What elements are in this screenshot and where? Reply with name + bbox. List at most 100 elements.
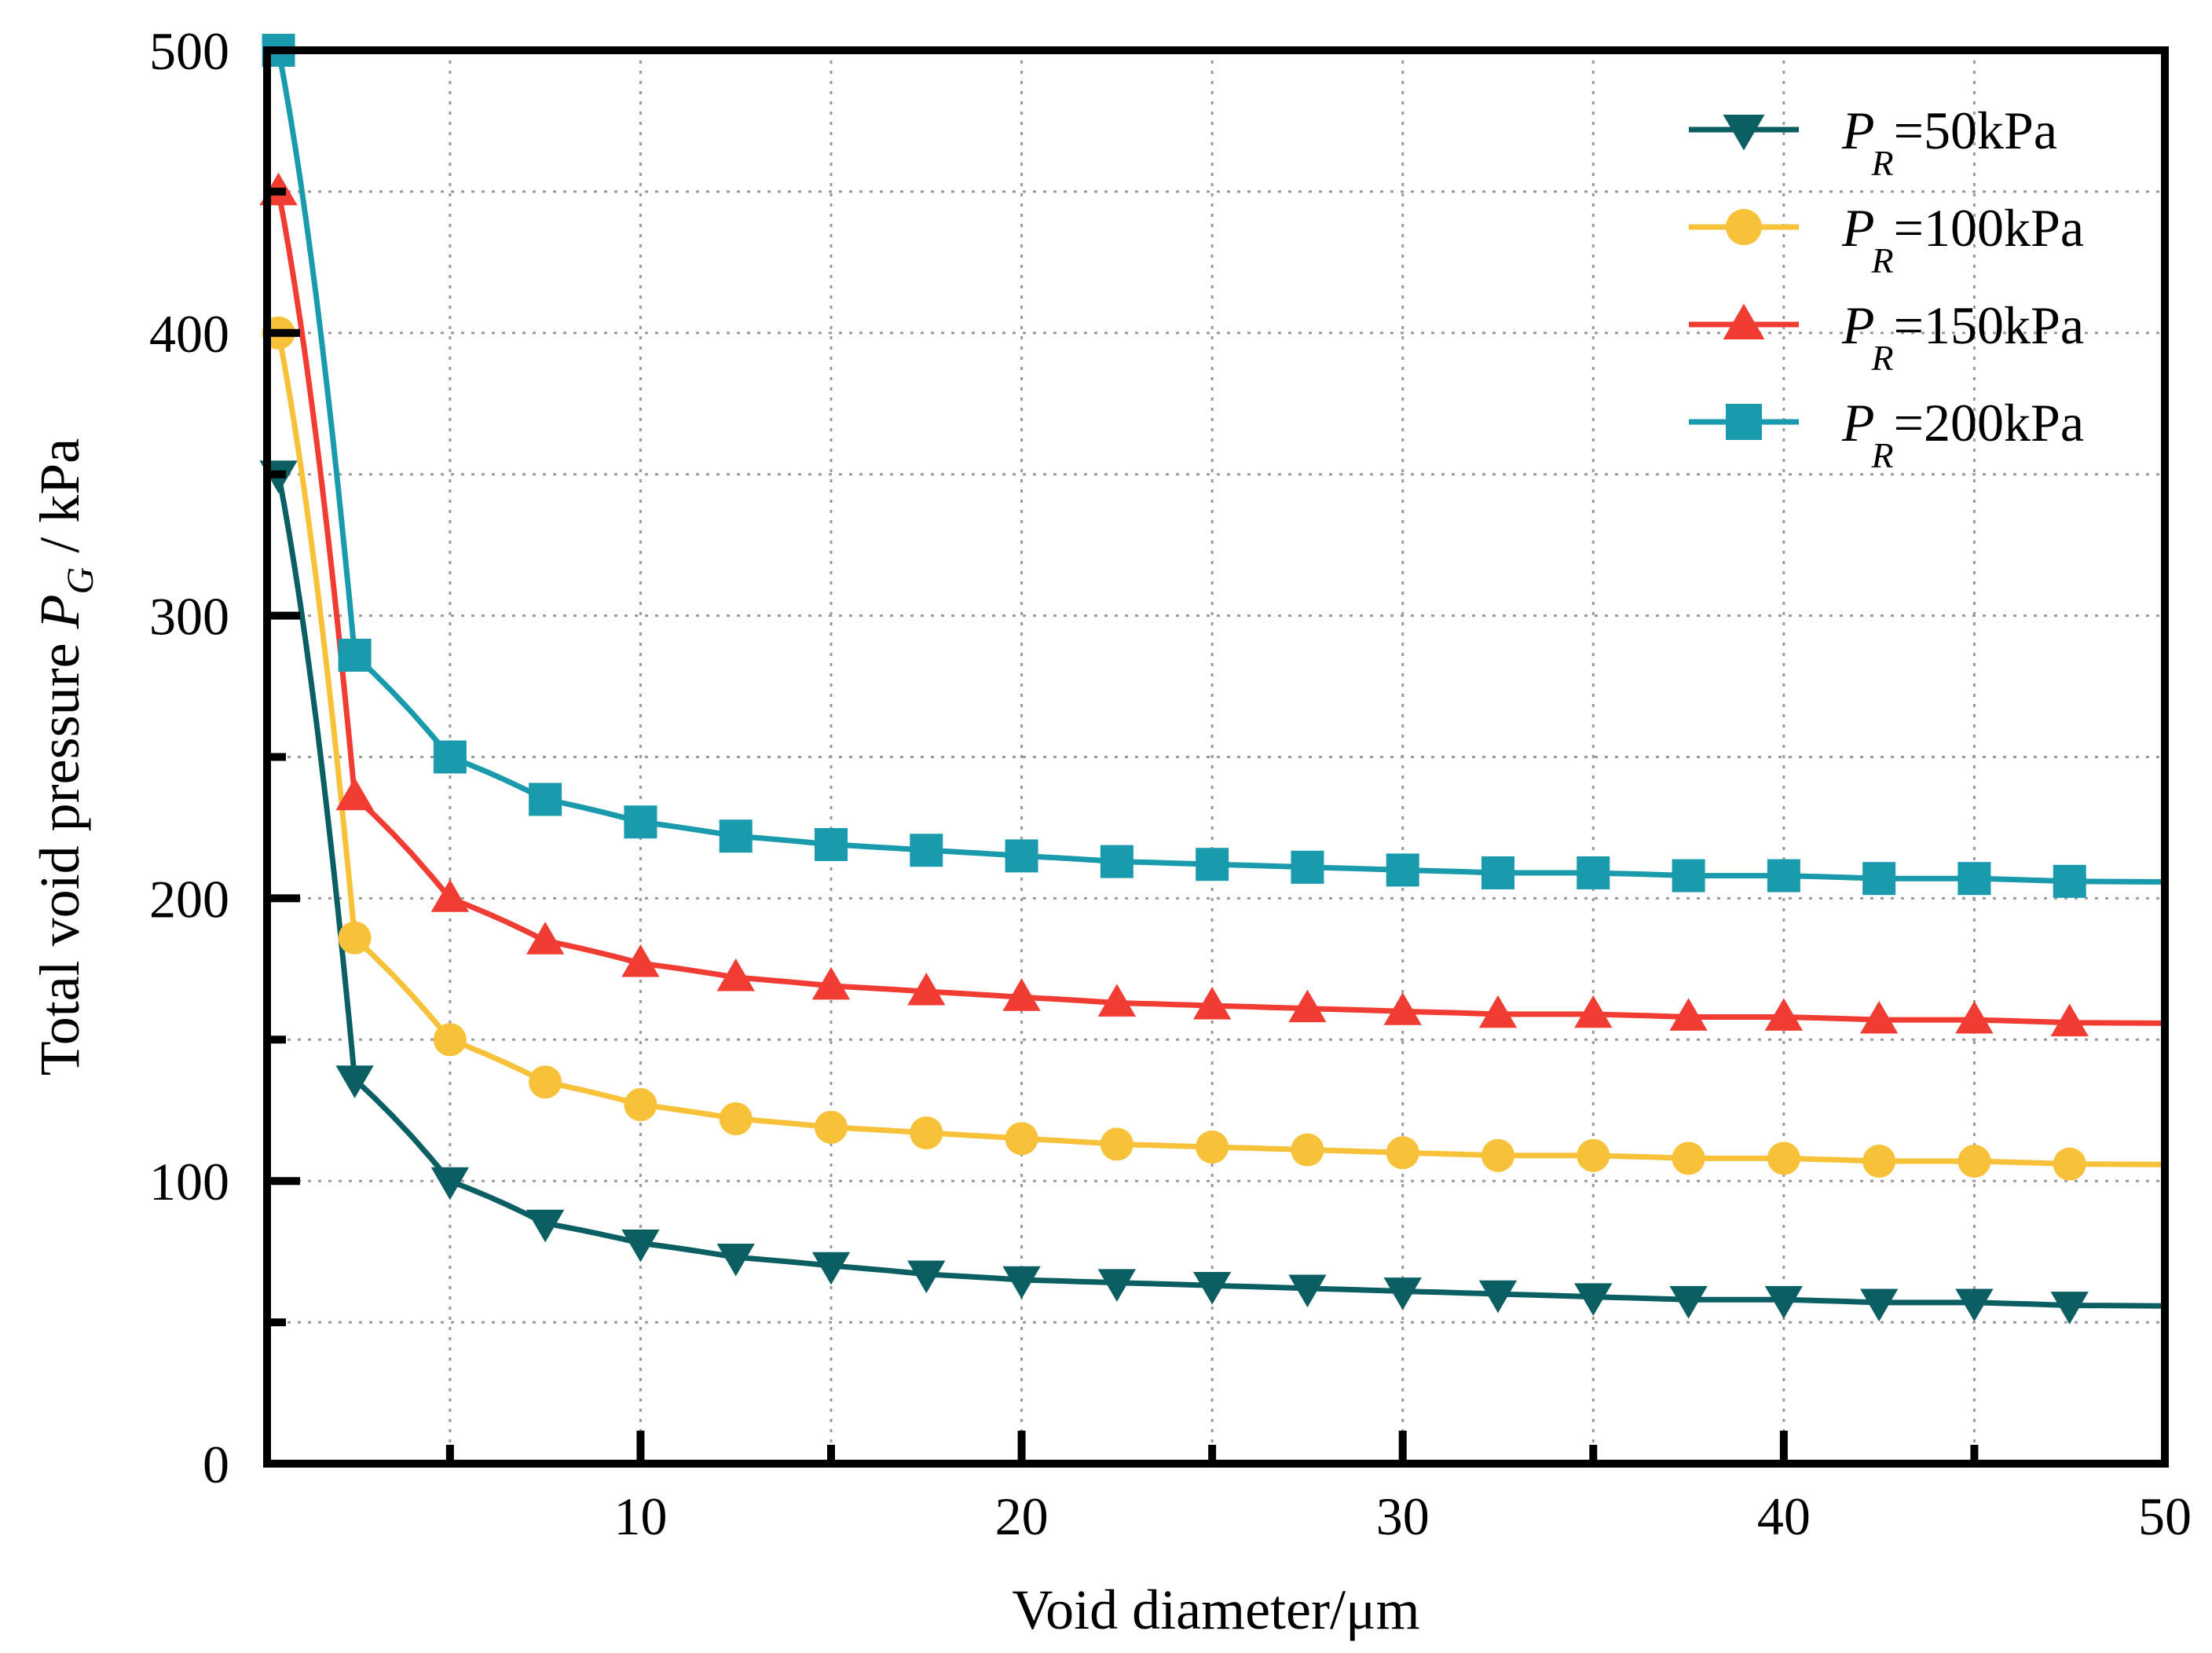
series-line-2 xyxy=(276,332,2166,1167)
marker-circle xyxy=(1862,1145,1896,1178)
marker-triangle-down xyxy=(907,1260,946,1294)
marker-circle xyxy=(1672,1142,1705,1175)
marker-circle xyxy=(1386,1136,1419,1170)
marker-triangle-down xyxy=(2050,1292,2089,1325)
markers xyxy=(259,34,2089,1325)
marker-square xyxy=(1196,848,1229,881)
marker-square xyxy=(815,828,848,862)
marker-triangle-up xyxy=(621,944,660,977)
y-tick-label: 300 xyxy=(149,587,229,647)
legend-label: P R=150kPa xyxy=(1841,295,2084,378)
legend-label: P R=200kPa xyxy=(1841,393,2084,475)
marker-triangle-up xyxy=(1097,984,1137,1017)
y-tick-label: 200 xyxy=(149,869,229,929)
marker-triangle-up xyxy=(1478,995,1518,1028)
marker-circle xyxy=(719,1102,753,1136)
marker-square xyxy=(1862,862,1896,896)
marker-circle xyxy=(1957,1145,1991,1178)
marker-square xyxy=(719,819,753,853)
marker-triangle-down xyxy=(1478,1280,1518,1314)
marker-triangle-down xyxy=(335,1065,374,1098)
marker-triangle-up xyxy=(2050,1003,2089,1037)
marker-square xyxy=(1481,856,1515,890)
y-tick-label: 100 xyxy=(149,1152,229,1211)
marker-circle xyxy=(1005,1122,1038,1156)
marker-square xyxy=(338,638,372,672)
ticks xyxy=(267,187,1979,1464)
x-axis-title: Void diameter/μm xyxy=(1012,1578,1419,1641)
marker-triangle-up xyxy=(1669,998,1708,1031)
marker-triangle-up xyxy=(526,922,565,955)
marker-triangle-down xyxy=(716,1243,755,1277)
marker-circle xyxy=(1577,1138,1610,1172)
x-tick-label: 20 xyxy=(995,1486,1049,1546)
x-tick-label: 10 xyxy=(613,1486,667,1546)
marker-triangle-up xyxy=(430,879,470,912)
marker-triangle-down xyxy=(1383,1277,1422,1310)
marker-circle xyxy=(529,1065,562,1099)
x-tick-label: 40 xyxy=(1757,1486,1811,1546)
series-markers-4 xyxy=(262,34,2086,898)
marker-triangle-up xyxy=(1764,998,1804,1031)
marker-triangle-down xyxy=(430,1167,470,1200)
marker-triangle-up xyxy=(335,777,374,811)
marker-circle xyxy=(1767,1142,1800,1175)
marker-circle xyxy=(1481,1138,1515,1172)
marker-circle xyxy=(624,1088,657,1122)
marker-triangle-down xyxy=(811,1252,851,1285)
marker-square xyxy=(1005,839,1038,873)
legend-label: P R=100kPa xyxy=(1841,198,2084,280)
marker-triangle-up xyxy=(1002,978,1041,1011)
series-markers-3 xyxy=(259,172,2089,1037)
marker-circle xyxy=(1196,1131,1229,1164)
series-markers-2 xyxy=(262,316,2086,1181)
marker-square xyxy=(2053,864,2086,898)
marker-triangle-down xyxy=(621,1229,660,1263)
marker-circle xyxy=(433,1023,467,1057)
series-markers-1 xyxy=(259,460,2089,1325)
marker-square xyxy=(433,740,467,774)
marker-circle xyxy=(1291,1133,1324,1167)
marker-triangle-down xyxy=(1574,1283,1613,1316)
marker-triangle-up xyxy=(1574,995,1613,1028)
marker-triangle-up xyxy=(1288,989,1327,1023)
marker-triangle-up xyxy=(811,966,851,1000)
series-line-4 xyxy=(276,49,2166,885)
marker-triangle-up xyxy=(1723,303,1765,340)
grid xyxy=(267,50,2165,1464)
marker-triangle-up xyxy=(1383,992,1422,1025)
marker-triangle-up xyxy=(1192,986,1232,1020)
marker-circle xyxy=(910,1116,943,1150)
series-line-1 xyxy=(276,474,2166,1309)
marker-square xyxy=(1291,850,1324,884)
marker-triangle-up xyxy=(1955,1000,1994,1034)
marker-square xyxy=(1577,856,1610,890)
marker-triangle-up xyxy=(907,972,946,1006)
marker-circle xyxy=(2053,1147,2086,1181)
marker-square xyxy=(1100,845,1133,878)
marker-square xyxy=(624,805,657,839)
x-tick-label: 30 xyxy=(1376,1486,1430,1546)
marker-triangle-down xyxy=(1955,1288,1994,1322)
marker-square xyxy=(1767,859,1800,892)
marker-triangle-down xyxy=(1859,1288,1899,1322)
legend-item: P R=200kPa xyxy=(1689,393,2084,475)
marker-triangle-down xyxy=(526,1209,565,1243)
marker-triangle-down xyxy=(1764,1285,1804,1319)
marker-triangle-down xyxy=(1723,114,1765,151)
marker-triangle-down xyxy=(1097,1269,1137,1302)
marker-triangle-down xyxy=(1002,1266,1041,1299)
legend-item: P R=100kPa xyxy=(1689,198,2084,280)
x-tick-label: 50 xyxy=(2138,1486,2192,1546)
marker-triangle-down xyxy=(1669,1285,1708,1319)
y-axis-title: Total void pressure PG / kPa xyxy=(28,438,101,1076)
series-line-3 xyxy=(276,191,2166,1026)
marker-square xyxy=(910,834,943,867)
marker-square xyxy=(1386,853,1419,887)
legend: P R=50kPa P R=100kPa P R=150kPa P R=200kPa xyxy=(1689,101,2084,475)
marker-circle xyxy=(1100,1127,1133,1161)
legend-item: P R=150kPa xyxy=(1689,295,2084,378)
legend-item: P R=50kPa xyxy=(1689,101,2057,183)
